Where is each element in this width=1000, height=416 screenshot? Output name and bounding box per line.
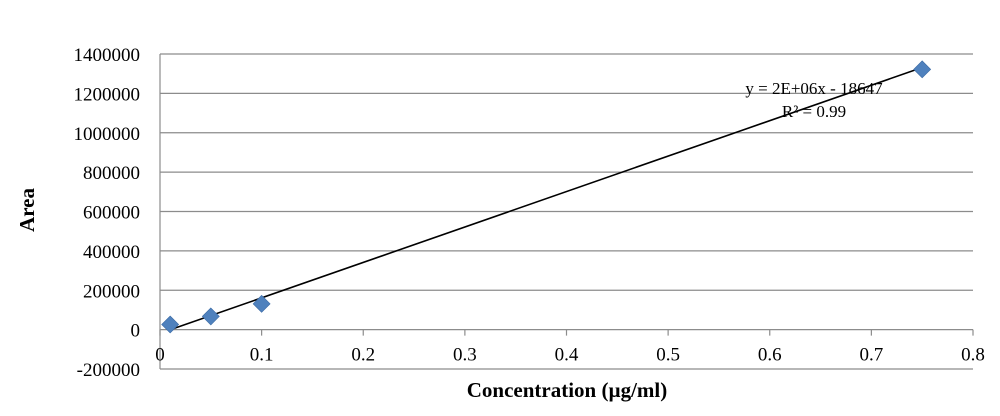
y-axis-title: Area	[15, 188, 39, 232]
y-tick-labels: -200000 0 200000 400000 600000 800000 1000000 1…	[74, 45, 141, 381]
y-tick-label: 800000	[83, 163, 140, 184]
y-tick-label: 0	[131, 321, 141, 342]
x-axis-title: Concentration (µg/ml)	[467, 378, 667, 402]
axes	[159, 54, 974, 369]
gridlines	[160, 53, 973, 370]
x-tick-label: 0	[155, 345, 165, 366]
y-tick-label: -200000	[77, 360, 140, 381]
data-point	[201, 307, 220, 326]
data-point	[913, 60, 932, 79]
x-tick-label: 0.1	[250, 345, 274, 366]
data-point	[161, 315, 180, 334]
y-tick-label: 400000	[83, 242, 140, 263]
y-tick-label: 1400000	[74, 45, 141, 66]
x-tick-labels: 0 0.1 0.2 0.3 0.4 0.5 0.6 0.7 0.8	[155, 345, 985, 366]
trendline-group	[169, 66, 923, 331]
y-tick-label: 600000	[83, 203, 140, 224]
y-tick-label: 200000	[83, 281, 140, 302]
trendline	[169, 66, 923, 331]
y-tick-label: 1200000	[74, 84, 141, 105]
x-tick-label: 0.8	[961, 345, 985, 366]
x-tick-label: 0.6	[758, 345, 782, 366]
x-tick-label: 0.3	[453, 345, 477, 366]
y-tick-label: 1000000	[74, 124, 141, 145]
data-points	[161, 60, 932, 334]
x-tick-label: 0.7	[860, 345, 884, 366]
x-tick-label: 0.2	[351, 345, 375, 366]
trendline-equation: y = 2E+06x - 18647	[745, 79, 883, 98]
data-point	[252, 294, 271, 313]
x-tick-label: 0.5	[656, 345, 680, 366]
x-tick-label: 0.4	[555, 345, 579, 366]
r-squared-label: R² = 0.99	[782, 102, 846, 121]
